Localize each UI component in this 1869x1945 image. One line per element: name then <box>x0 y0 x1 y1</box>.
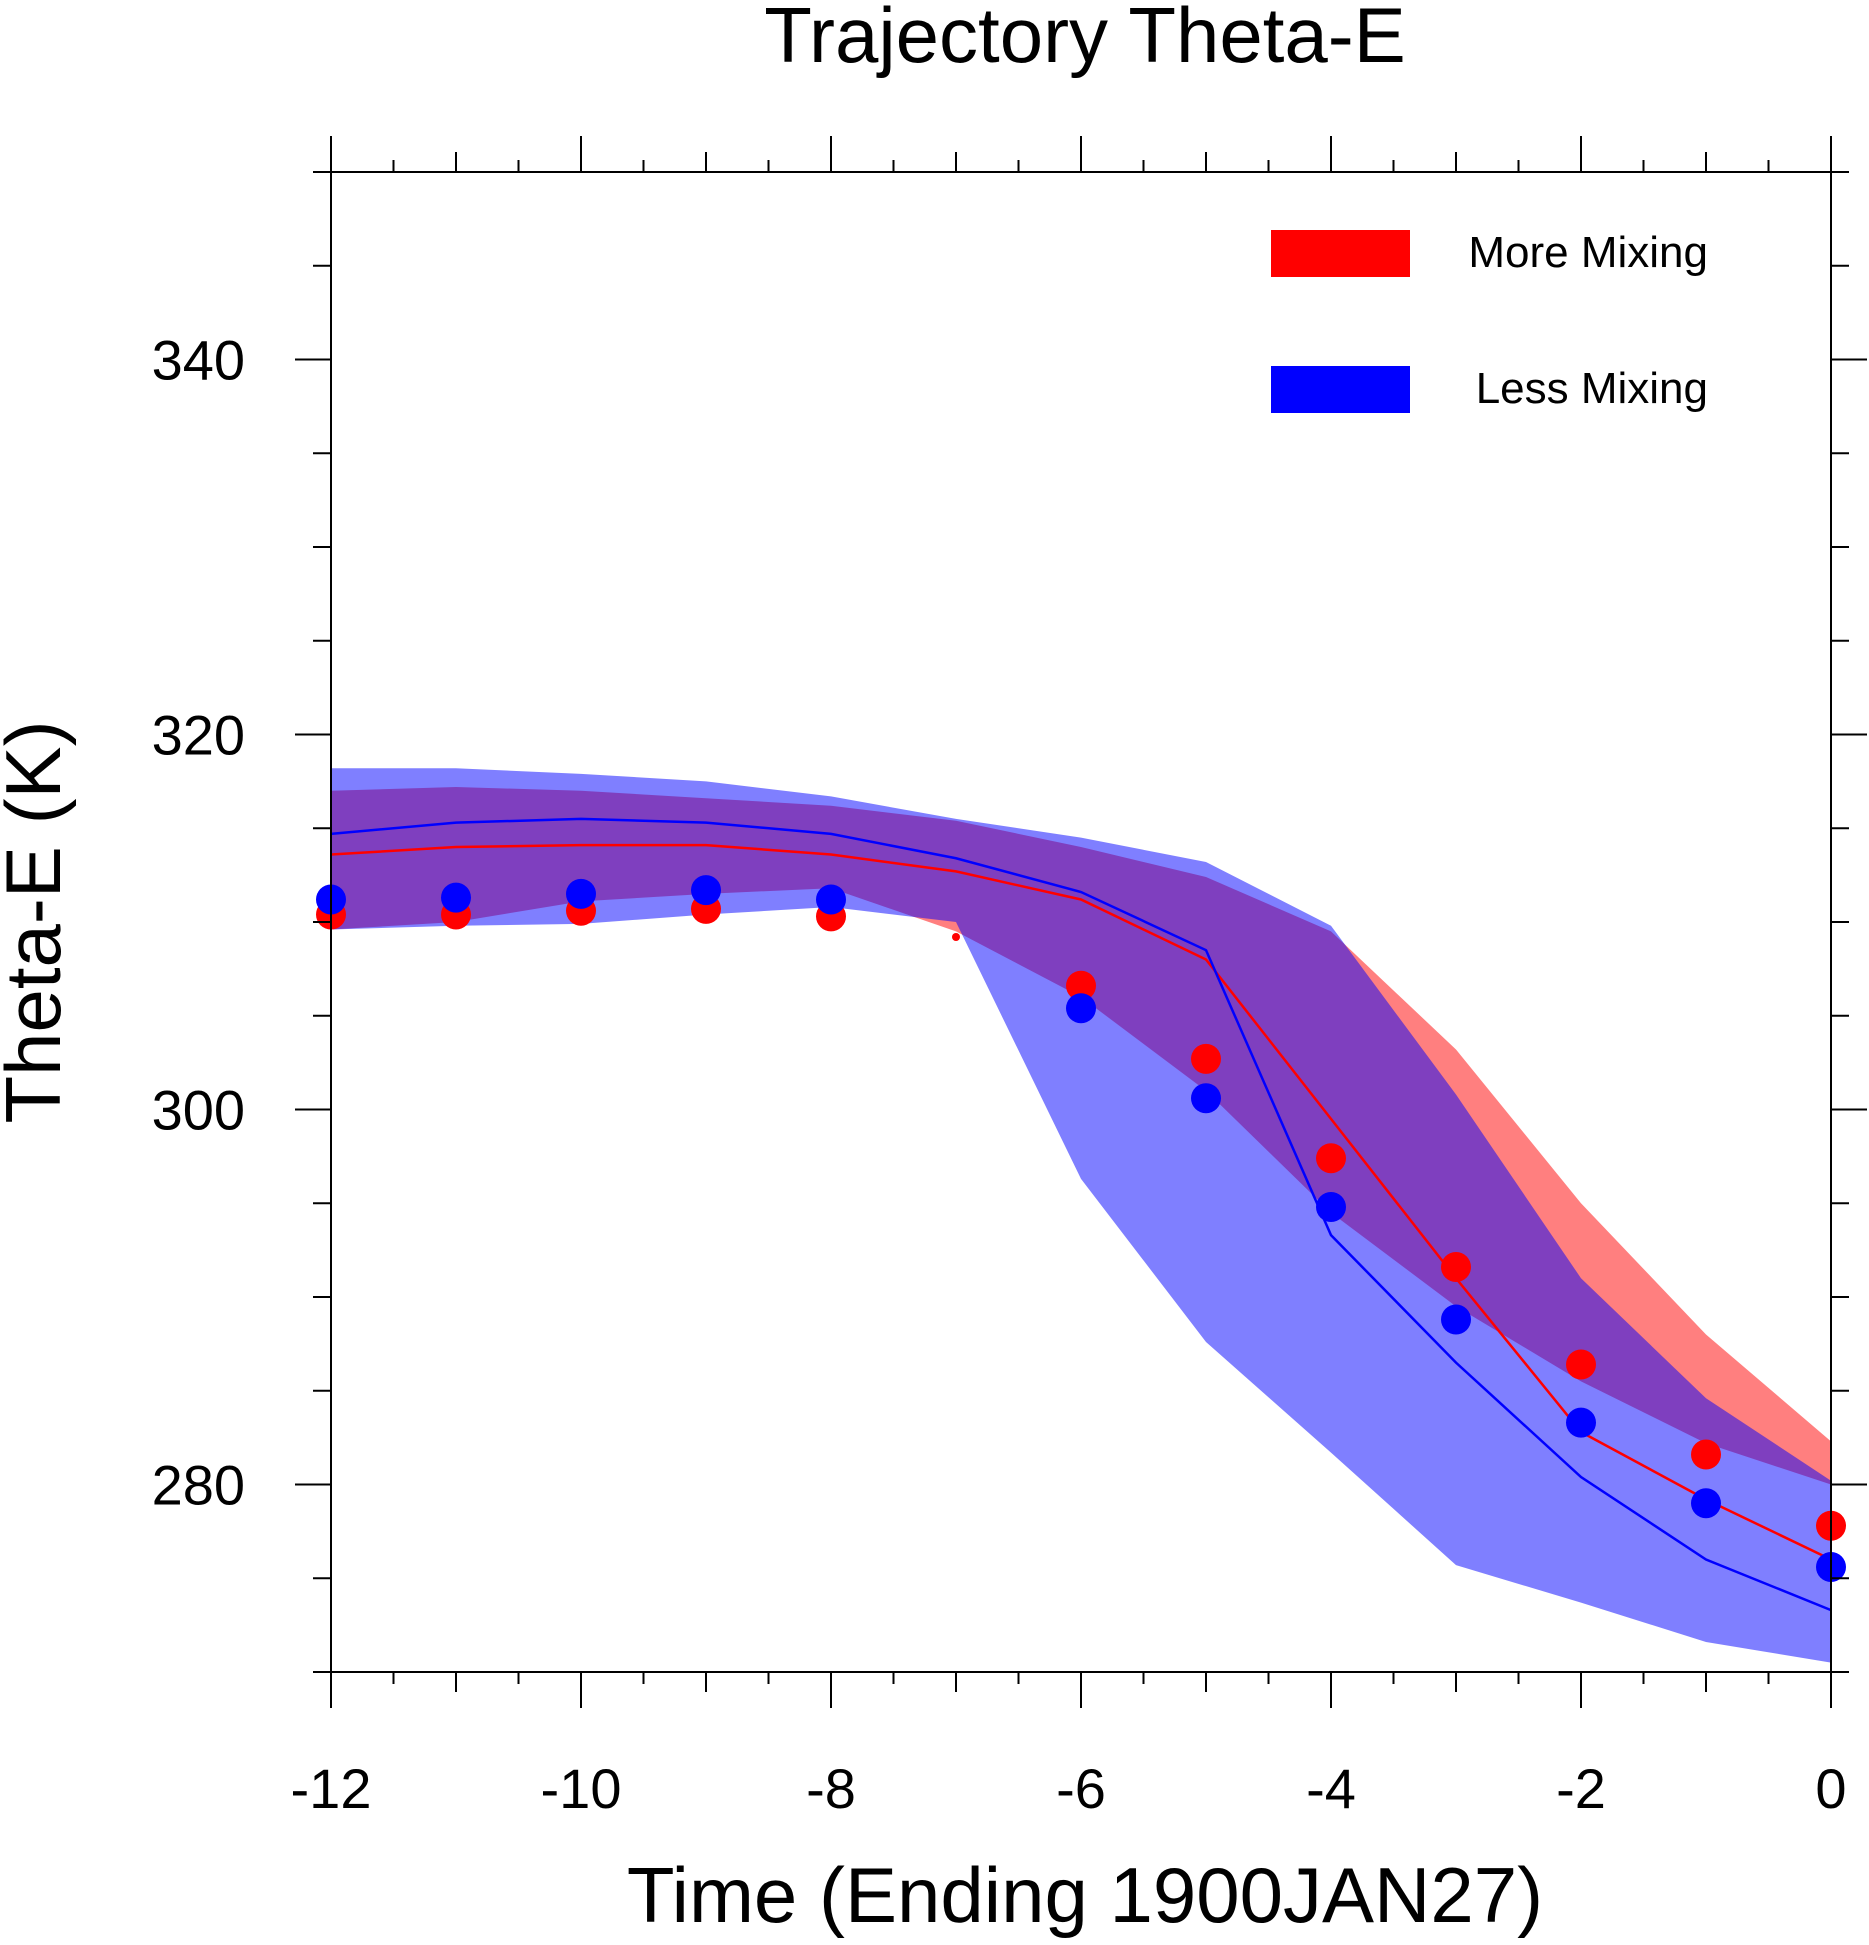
x-tick-label: -4 <box>1306 1757 1356 1820</box>
point-series-1-x-4 <box>1316 1143 1346 1174</box>
data-points <box>316 875 1846 1582</box>
y-axis-title: Theta-E (K) <box>0 720 77 1123</box>
legend-label-1: More Mixing <box>1468 228 1708 277</box>
point-series-1-x-7 <box>952 933 960 941</box>
y-tick-label: 320 <box>152 704 245 767</box>
point-series-2-x-2 <box>1566 1407 1596 1438</box>
plot-frame <box>330 171 1832 1673</box>
x-tick-label: -6 <box>1056 1757 1106 1820</box>
uncertainty-bands <box>331 768 1831 1663</box>
point-series-2-x-4 <box>1316 1192 1346 1222</box>
x-axis-title: Time (Ending 1900JAN27) <box>627 1851 1543 1939</box>
x-tick-label: -2 <box>1556 1757 1606 1820</box>
point-series-2-x-1 <box>1691 1488 1721 1519</box>
point-series-1-x-1 <box>1691 1439 1721 1470</box>
y-tick-label: 280 <box>152 1454 245 1517</box>
point-series-1-x-6 <box>1066 970 1096 1001</box>
legend: More Mixing Less Mixing <box>1271 228 1708 413</box>
point-series-2-x-9 <box>691 875 721 906</box>
x-tick-label: -10 <box>541 1757 622 1820</box>
point-series-2-x-8 <box>816 884 846 915</box>
point-series-2-x-3 <box>1441 1304 1471 1335</box>
point-series-1-x-5 <box>1191 1043 1221 1074</box>
x-tick-label: -12 <box>291 1757 372 1820</box>
point-series-2-x-11 <box>441 882 471 913</box>
point-series-1-x-3 <box>1441 1252 1471 1282</box>
x-tick-label: 0 <box>1815 1757 1846 1820</box>
chart-title: Trajectory Theta-E <box>764 0 1406 79</box>
x-tick-label: -8 <box>806 1757 856 1820</box>
y-tick-label: 300 <box>152 1079 245 1142</box>
legend-label-2: Less Mixing <box>1476 364 1708 413</box>
legend-swatch-1 <box>1271 230 1410 277</box>
axis-ticks <box>295 136 1867 1708</box>
tick-labels: -12 -10 -8 -6 -4 -2 0 280 300 320 340 <box>152 329 1847 1821</box>
legend-swatch-2 <box>1271 366 1410 413</box>
point-series-2-x-10 <box>566 878 596 909</box>
band-series-2 <box>331 768 1831 1663</box>
y-tick-label: 340 <box>152 329 245 392</box>
point-series-1-x-2 <box>1566 1349 1596 1380</box>
point-series-2-x-5 <box>1191 1083 1221 1114</box>
mean-line-series-2 <box>330 817 1832 1612</box>
point-series-2-x-6 <box>1066 993 1096 1024</box>
